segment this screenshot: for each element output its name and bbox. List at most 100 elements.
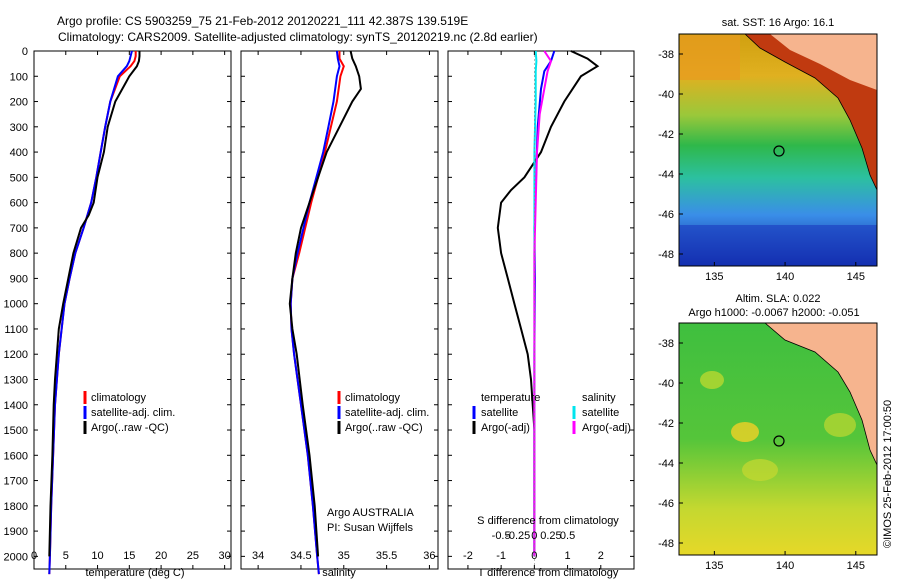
depth-tick-label: 1700 bbox=[4, 476, 28, 488]
lon-tick-label: 140 bbox=[776, 271, 794, 283]
series-line-salinity-argo-adj- bbox=[533, 50, 553, 557]
argo-australia-label: Argo AUSTRALIA bbox=[327, 507, 414, 519]
x-tick-label: 34.5 bbox=[290, 550, 311, 562]
depth-tick-label: 1200 bbox=[4, 349, 28, 361]
legend-label-t-argo: Argo(-adj) bbox=[481, 422, 530, 434]
depth-tick-label: 1500 bbox=[4, 425, 28, 437]
depth-tick-label: 500 bbox=[10, 172, 28, 184]
lat-tick-label: -46 bbox=[658, 209, 674, 221]
legend-label-s-argo: Argo(-adj) bbox=[582, 422, 631, 434]
depth-tick-label: 700 bbox=[10, 223, 28, 235]
legend-label-climatology: climatology bbox=[91, 392, 147, 404]
lat-tick-label: -48 bbox=[658, 538, 674, 550]
sst-map-title: sat. SST: 16 Argo: 16.1 bbox=[722, 17, 835, 29]
sla-coastline bbox=[764, 323, 877, 466]
sst-land-inner bbox=[770, 34, 877, 90]
lat-tick-label: -40 bbox=[658, 378, 674, 390]
difference-series bbox=[496, 50, 600, 569]
header-title: Argo profile: CS 5903259_75 21-Feb-2012 … bbox=[57, 14, 468, 28]
s-difference-axis-label: S difference from climatology bbox=[477, 515, 619, 527]
lat-tick-label: -38 bbox=[658, 49, 674, 61]
x-tick-label: 35 bbox=[338, 550, 350, 562]
sla-land bbox=[765, 323, 877, 465]
depth-tick-label: 0 bbox=[22, 46, 28, 58]
x-tick-label: 30 bbox=[219, 550, 231, 562]
depth-tick-label: 1100 bbox=[4, 324, 28, 336]
depth-tick-label: 100 bbox=[10, 71, 28, 83]
s-diff-tick-label: 0.5 bbox=[560, 530, 575, 542]
sst-lon-axis: 135 140 145 bbox=[705, 262, 865, 283]
lat-tick-label: -42 bbox=[658, 418, 674, 430]
x-tick-label: 25 bbox=[187, 550, 199, 562]
x-tick-label: 0 bbox=[31, 550, 37, 562]
lon-tick-label: 145 bbox=[847, 560, 865, 572]
lon-tick-label: 140 bbox=[776, 560, 794, 572]
temperature-panel bbox=[33, 50, 232, 570]
salinity-x-axis: 34 34.5 35 35.5 36 bbox=[252, 51, 436, 569]
lat-tick-label: -44 bbox=[658, 458, 674, 470]
x-tick-label: 34 bbox=[252, 550, 264, 562]
pi-label: PI: Susan Wijffels bbox=[327, 522, 413, 534]
legend-heading-temperature: temperature bbox=[481, 392, 540, 404]
lat-tick-label: -46 bbox=[658, 498, 674, 510]
depth-tick-label: 2000 bbox=[4, 551, 28, 563]
sla-map-subtitle: Argo h1000: -0.0067 h2000: -0.051 bbox=[688, 307, 859, 319]
depth-tick-label: 1600 bbox=[4, 450, 28, 462]
sst-warm-patch bbox=[680, 35, 740, 80]
sla-map-frame bbox=[678, 322, 878, 556]
depth-tick-label: 200 bbox=[10, 97, 28, 109]
legend-label-satellite: satellite-adj. clim. bbox=[91, 407, 175, 419]
difference-legend: temperature satellite Argo(-adj) salinit… bbox=[472, 392, 631, 434]
depth-tick-label: 800 bbox=[10, 248, 28, 260]
salinity-panel bbox=[240, 50, 439, 570]
s-diff-tick-label: 0.25 bbox=[540, 530, 561, 542]
x-tick-label: 1 bbox=[565, 550, 571, 562]
footer-timestamp: ©IMOS 25-Feb-2012 17:00:50 bbox=[882, 400, 894, 548]
temperature-x-axis: 0 5 10 15 20 25 30 bbox=[31, 51, 231, 569]
x-tick-label: 10 bbox=[91, 550, 103, 562]
s-diff-tick-label: 0 bbox=[531, 530, 537, 542]
lon-tick-label: 135 bbox=[705, 560, 723, 572]
series-line-argo-raw-qc- bbox=[288, 50, 362, 557]
s-diff-tick-label: -0.5 bbox=[492, 530, 511, 542]
lon-tick-label: 145 bbox=[847, 271, 865, 283]
sst-lat-axis: -38 -40 -42 -44 -46 -48 bbox=[658, 49, 683, 261]
header-subtitle: Climatology: CARS2009. Satellite-adjuste… bbox=[58, 30, 538, 44]
sla-lat-axis: -38 -40 -42 -44 -46 -48 bbox=[658, 338, 683, 550]
sla-map-title: Altim. SLA: 0.022 bbox=[736, 293, 821, 305]
depth-tick-label: 1000 bbox=[4, 299, 28, 311]
sst-coastline bbox=[744, 34, 877, 191]
salinity-series bbox=[288, 50, 362, 575]
x-tick-label: 35.5 bbox=[376, 550, 397, 562]
sst-cool-patch bbox=[679, 225, 877, 266]
legend-label-climatology: climatology bbox=[345, 392, 401, 404]
legend-label-argo: Argo(..raw -QC) bbox=[91, 422, 169, 434]
depth-tick-label: 1400 bbox=[4, 400, 28, 412]
difference-panel bbox=[447, 50, 635, 570]
x-tick-label: -1 bbox=[496, 550, 506, 562]
x-tick-label: 5 bbox=[63, 550, 69, 562]
sla-anomaly bbox=[824, 413, 856, 437]
depth-tick-label: 400 bbox=[10, 147, 28, 159]
s-diff-tick-label: -0.25 bbox=[505, 530, 530, 542]
difference-x-axis: -2 -1 0 1 2 bbox=[463, 51, 604, 569]
lat-tick-label: -40 bbox=[658, 89, 674, 101]
legend-label-t-satellite: satellite bbox=[481, 407, 518, 419]
lon-tick-label: 135 bbox=[705, 271, 723, 283]
lat-tick-label: -42 bbox=[658, 129, 674, 141]
depth-tick-label: 1900 bbox=[4, 526, 28, 538]
series-line-satellite-adj-clim- bbox=[289, 50, 341, 575]
legend-heading-salinity: salinity bbox=[582, 392, 616, 404]
depth-tick-label: 1800 bbox=[4, 501, 28, 513]
legend-label-argo: Argo(..raw -QC) bbox=[345, 422, 423, 434]
sla-lon-axis: 135 140 145 bbox=[705, 551, 865, 572]
x-tick-label: 0 bbox=[531, 550, 537, 562]
lat-tick-label: -38 bbox=[658, 338, 674, 350]
depth-tick-label: 600 bbox=[10, 198, 28, 210]
x-tick-label: -2 bbox=[463, 550, 473, 562]
t-difference-axis-label: T difference from climatology bbox=[478, 567, 619, 579]
lat-tick-label: -44 bbox=[658, 169, 674, 181]
x-tick-label: 20 bbox=[155, 550, 167, 562]
salinity-legend: climatology satellite-adj. clim. Argo(..… bbox=[337, 391, 429, 434]
